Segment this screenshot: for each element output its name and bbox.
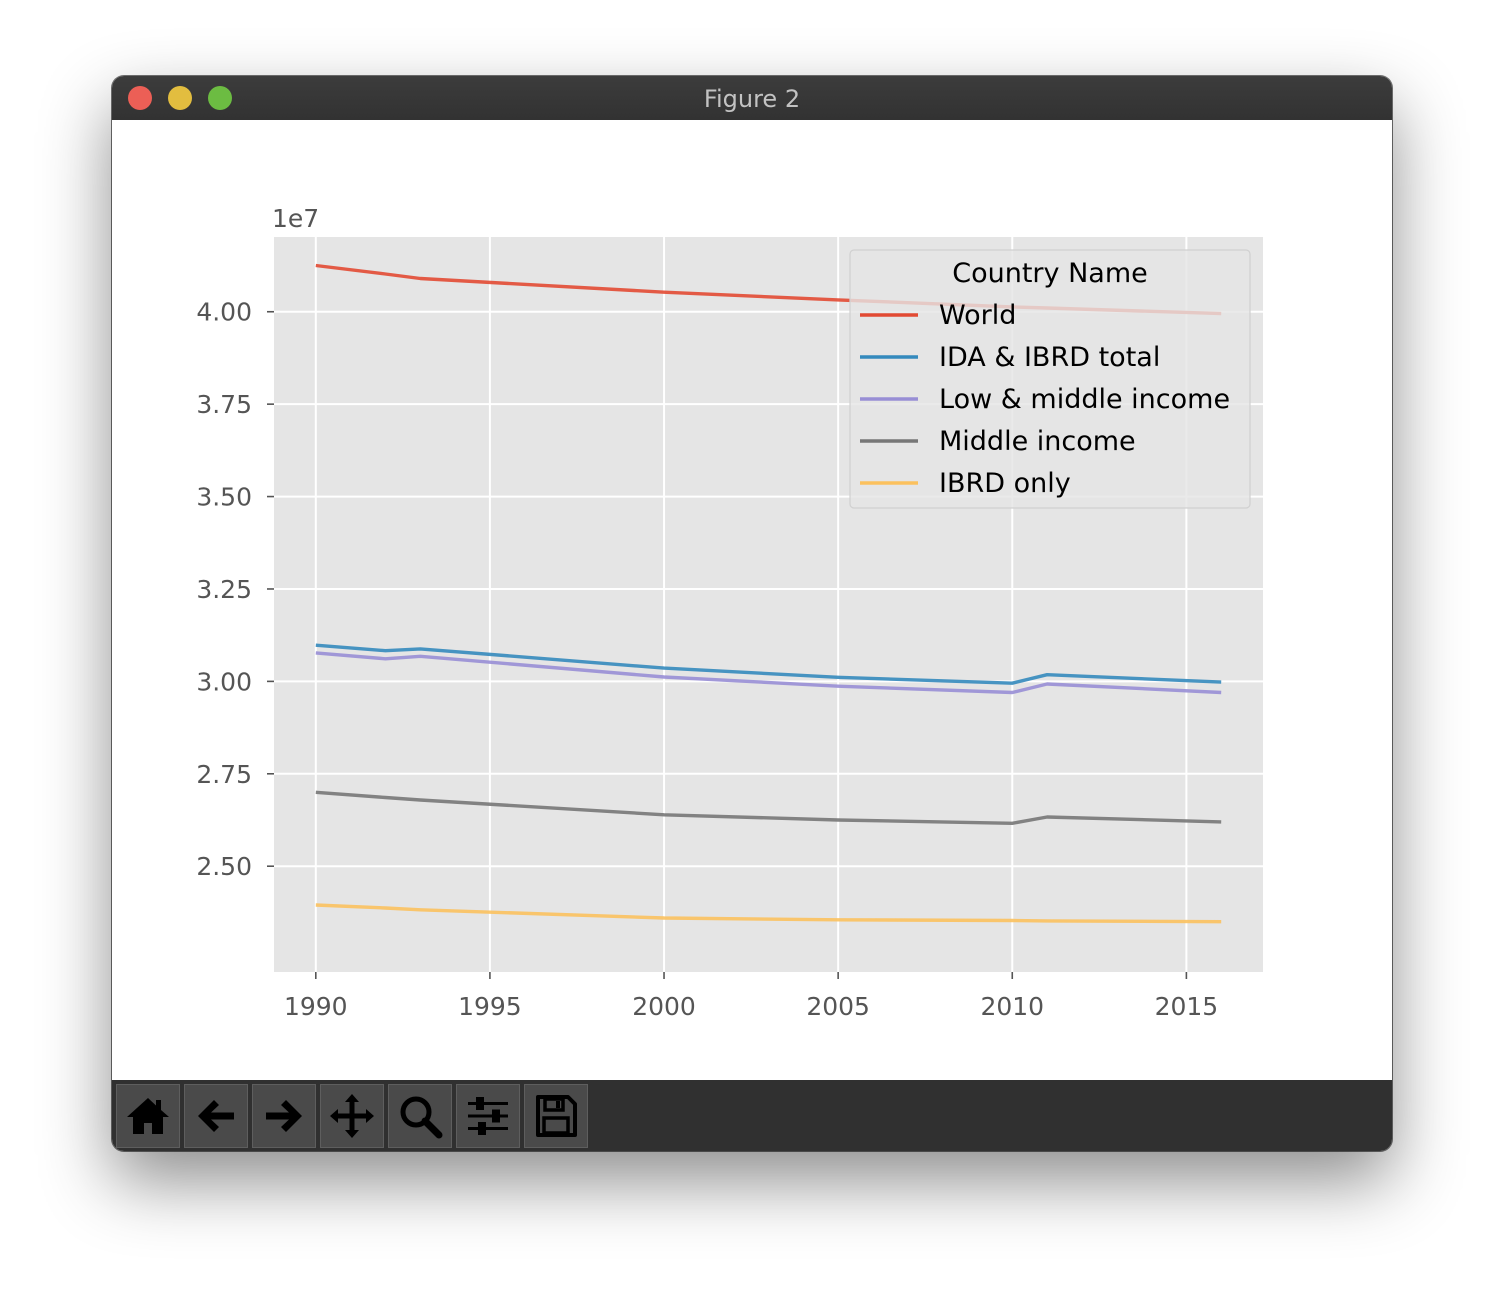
window-title: Figure 2 [703,85,801,113]
forward-button[interactable] [252,1084,316,1148]
configure-subplots-button[interactable] [456,1084,520,1148]
navigation-toolbar [112,1080,1392,1151]
series-line-ibrd-only [315,903,1222,924]
zoom-icon [400,1096,443,1139]
line-chart[interactable]: 1990 1995 2000 2005 2010 2015 2.50 2.75 3.00 3.25… [112,120,1392,1080]
figure-canvas[interactable]: 1990 1995 2000 2005 2010 2015 2.50 2.75 3.00 3.25… [112,120,1392,1080]
series-line-low-middle-income [315,651,1222,695]
x-tick-label: 1995 [458,992,522,1021]
axes: 1990 1995 2000 2005 2010 2015 2.50 2.75 3.00 3.25… [196,298,1218,1021]
legend-items: World IDA & IBRD total Low & middle income… [860,300,1230,499]
maximize-window-button[interactable] [208,86,232,110]
legend-title: Country Name [952,258,1148,289]
y-tick-label: 3.50 [196,483,252,512]
back-arrow-icon [198,1100,234,1132]
pan-icon [330,1094,374,1138]
series-lines [315,263,1222,924]
save-icon [536,1095,577,1137]
legend-label: World [939,300,1016,331]
series-line-ida-ibrd-total [315,643,1222,685]
y-tick-label: 3.00 [196,667,252,696]
legend-box [849,249,1251,509]
y-tick-label: 2.75 [196,760,252,789]
legend[interactable]: Country Name World IDA & IBRD total Low & … [849,249,1251,509]
x-tick-label: 2005 [806,992,870,1021]
home-button[interactable] [116,1084,180,1148]
x-tick-label: 2015 [1155,992,1219,1021]
series-line-middle-income [315,790,1222,825]
zoom-button[interactable] [388,1084,452,1148]
y-tick-label: 2.50 [196,852,252,881]
legend-label: IBRD only [939,468,1071,499]
save-button[interactable] [524,1084,588,1148]
x-tick-label: 2000 [632,992,696,1021]
legend-label: Middle income [939,426,1136,457]
y-tick-label: 3.75 [196,390,252,419]
minimize-window-button[interactable] [168,86,192,110]
title-bar: Figure 2 [112,76,1392,121]
legend-label: Low & middle income [939,384,1230,415]
legend-label: IDA & IBRD total [939,342,1160,373]
pan-button[interactable] [320,1084,384,1148]
x-tick-label: 2010 [980,992,1044,1021]
x-tick-label: 1990 [284,992,348,1021]
home-icon [127,1098,169,1134]
forward-arrow-icon [266,1100,302,1132]
configure-subplots-icon [468,1097,508,1135]
close-window-button[interactable] [128,86,152,110]
y-offset-label: 1e7 [272,204,319,233]
y-tick-label: 3.25 [196,575,252,604]
back-button[interactable] [184,1084,248,1148]
figure-window: Figure 2 1990 1995 2000 2005 2010 2015 2.50 2.7… [112,76,1392,1151]
y-tick-label: 4.00 [196,298,252,327]
